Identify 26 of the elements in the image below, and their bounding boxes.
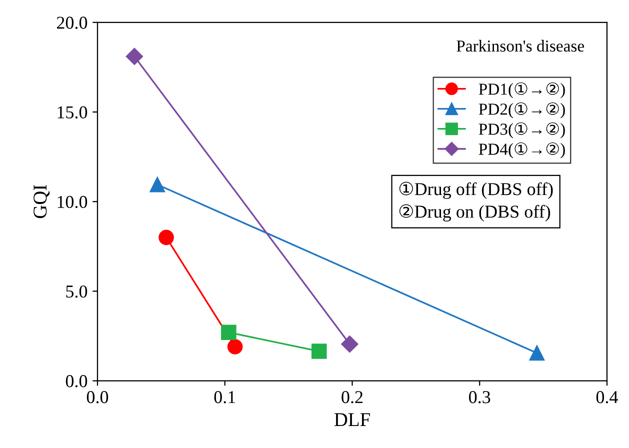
- point: [311, 344, 327, 359]
- x-tick-label: 0.2: [342, 391, 363, 404]
- y-tick-label: 0.0: [66, 375, 88, 388]
- point: [227, 339, 243, 354]
- x-tick-label: 0.3: [469, 391, 490, 404]
- x-tick-label: 0.0: [86, 391, 108, 404]
- x-tick-label: 0.1: [214, 391, 236, 404]
- point: [150, 176, 165, 192]
- x-axis-title: DLF: [334, 413, 370, 426]
- y-axis-title: GQI: [34, 185, 50, 218]
- point: [126, 48, 143, 65]
- point: [341, 336, 358, 353]
- legend-label: PD2(①→②): [478, 102, 565, 118]
- x-tick-label: 0.4: [596, 391, 618, 404]
- annotation: ①Drug off (DBS off) ②Drug on (DBS off): [399, 182, 553, 222]
- legend-label: PD4(①→②): [478, 142, 565, 158]
- legend-label: PD3(①→②): [478, 122, 565, 138]
- legend-label: PD1(①→②): [478, 82, 565, 98]
- point: [529, 345, 545, 361]
- y-tick-label: 10.0: [58, 196, 88, 208]
- legend-title: Parkinson's disease: [456, 40, 584, 52]
- point: [221, 324, 236, 340]
- point: [158, 230, 174, 246]
- y-tick-label: 5.0: [66, 285, 88, 298]
- y-tick-label: 15.0: [58, 106, 88, 119]
- y-tick-label: 20.0: [56, 16, 88, 29]
